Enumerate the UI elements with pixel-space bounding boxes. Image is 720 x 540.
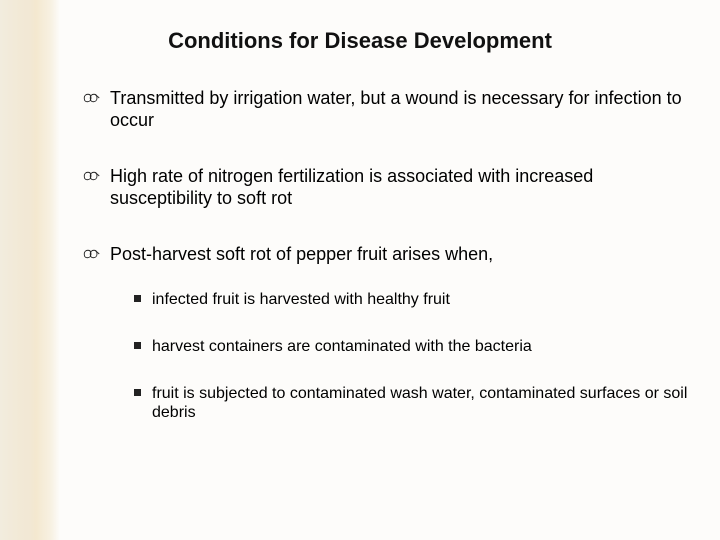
sub-bullet-text: fruit is subjected to contaminated wash … xyxy=(152,385,687,421)
main-bullet-list: Transmitted by irrigation water, but a w… xyxy=(18,88,702,423)
list-item: Post-harvest soft rot of pepper fruit ar… xyxy=(82,244,702,423)
sub-bullet-text: infected fruit is harvested with healthy… xyxy=(152,291,450,308)
list-item: Transmitted by irrigation water, but a w… xyxy=(82,88,702,132)
slide-title: Conditions for Disease Development xyxy=(18,28,702,54)
list-item: harvest containers are contaminated with… xyxy=(134,337,698,356)
list-item: High rate of nitrogen fertilization is a… xyxy=(82,166,702,210)
bullet-text: High rate of nitrogen fertilization is a… xyxy=(110,166,593,208)
list-item: fruit is subjected to contaminated wash … xyxy=(134,384,698,422)
sub-bullet-text: harvest containers are contaminated with… xyxy=(152,338,532,355)
slide-content: Conditions for Disease Development Trans… xyxy=(0,0,720,540)
bullet-text: Transmitted by irrigation water, but a w… xyxy=(110,88,682,130)
sub-bullet-list: infected fruit is harvested with healthy… xyxy=(110,290,698,423)
bullet-text: Post-harvest soft rot of pepper fruit ar… xyxy=(110,244,493,264)
list-item: infected fruit is harvested with healthy… xyxy=(134,290,698,309)
